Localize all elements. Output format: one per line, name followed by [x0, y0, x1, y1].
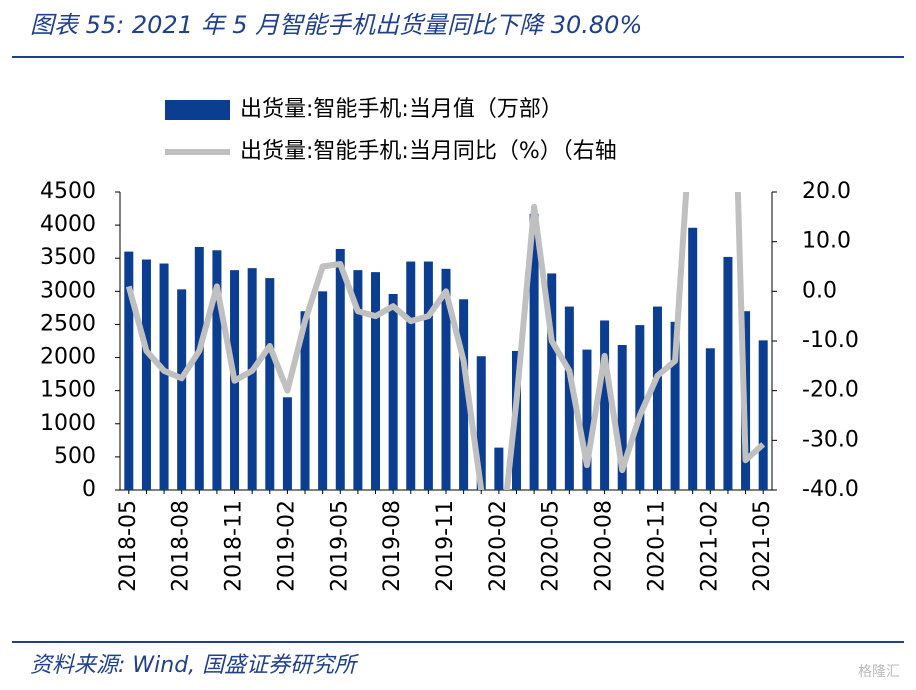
bar	[335, 248, 345, 490]
y-tick-label: 1500	[40, 378, 96, 403]
bar	[282, 397, 292, 490]
bar	[635, 325, 645, 490]
y-tick-label: 1000	[40, 411, 96, 436]
y-tick-label: 3500	[40, 245, 96, 270]
bar	[688, 227, 698, 490]
bar	[265, 278, 275, 490]
bar	[617, 344, 627, 490]
bar	[441, 268, 451, 490]
legend-label: 出货量:智能手机:当月同比（%）（右轴	[240, 139, 617, 164]
x-tick-label: 2018-08	[169, 500, 194, 592]
bar	[124, 251, 134, 490]
y2-tick-label: -30.0	[802, 427, 859, 452]
y2-tick-label: -20.0	[802, 378, 859, 403]
x-tick-label: 2021-05	[750, 500, 775, 592]
bar	[547, 273, 557, 490]
line	[125, 192, 766, 490]
watermark: 格隆汇	[858, 664, 900, 680]
x-tick-label: 2020-05	[539, 500, 564, 592]
bar	[652, 306, 662, 490]
bar	[423, 261, 433, 490]
bar	[141, 259, 151, 490]
y-tick-label: 2000	[40, 345, 96, 370]
bar	[723, 256, 733, 490]
source: 资料来源: Wind, 国盛证券研究所	[30, 653, 359, 678]
y-tick-label: 0	[82, 477, 96, 502]
y-tick-label: 4500	[40, 179, 96, 204]
x-tick-label: 2019-02	[274, 500, 299, 592]
x-tick-label: 2020-02	[486, 500, 511, 592]
x-tick-label: 2020-08	[592, 500, 617, 592]
bar	[194, 246, 204, 490]
bar	[353, 270, 363, 490]
bar	[600, 320, 610, 490]
legend-swatch	[165, 100, 230, 120]
bar	[582, 349, 592, 490]
bar	[159, 263, 169, 490]
x-tick-label: 2021-02	[697, 500, 722, 592]
bar	[212, 250, 222, 490]
y-tick-label: 2500	[40, 311, 96, 336]
bar	[300, 311, 310, 490]
bar	[318, 291, 328, 490]
y2-tick-label: 20.0	[802, 179, 851, 204]
x-tick-label: 2019-11	[433, 500, 458, 592]
bar	[758, 340, 768, 490]
bar	[388, 293, 398, 490]
bar	[371, 272, 381, 490]
bar	[529, 213, 539, 490]
x-tick-label: 2018-11	[222, 500, 247, 592]
y2-tick-label: 10.0	[802, 229, 851, 254]
y-tick-label: 3000	[40, 278, 96, 303]
bar	[476, 356, 486, 490]
bar	[459, 299, 469, 490]
x-tick-label: 2018-05	[116, 500, 141, 592]
y2-tick-label: -40.0	[802, 477, 859, 502]
y2-tick-label: -10.0	[802, 328, 859, 353]
legend-label: 出货量:智能手机:当月值（万部）	[240, 97, 563, 122]
x-tick-label: 2019-05	[327, 500, 352, 592]
bar	[247, 268, 257, 490]
bar	[705, 348, 715, 490]
bar	[177, 289, 187, 490]
bar	[670, 321, 680, 490]
y-tick-label: 4000	[40, 212, 96, 237]
x-tick-label: 2019-08	[380, 500, 405, 592]
y2-tick-label: 0.0	[802, 278, 837, 303]
bar	[494, 447, 504, 490]
y-tick-label: 500	[54, 444, 96, 469]
chart-title: 图表 55: 2021 年 5 月智能手机出货量同比下降 30.80%	[30, 11, 642, 39]
bar	[406, 261, 416, 490]
x-tick-label: 2020-11	[644, 500, 669, 592]
bar	[564, 306, 574, 490]
